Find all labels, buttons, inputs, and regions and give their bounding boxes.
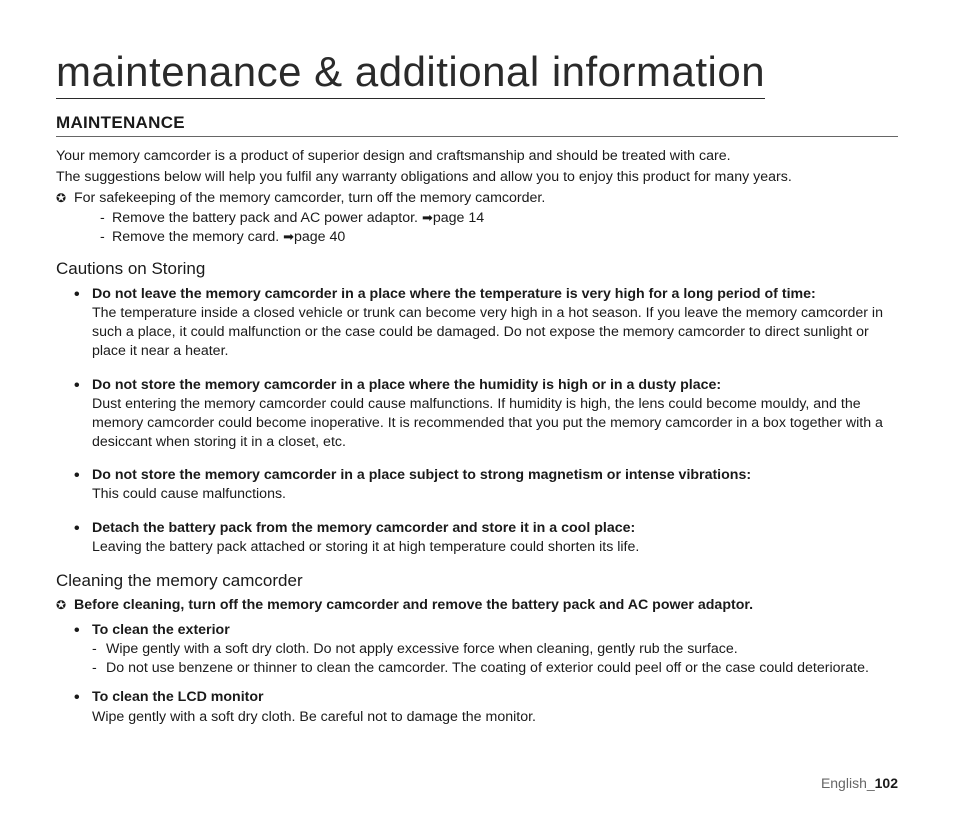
caution-title: Do not store the memory camcorder in a p… [92, 377, 721, 393]
clean-item-body: Wipe gently with a soft dry cloth. Be ca… [92, 709, 536, 725]
page-title: maintenance & additional information [56, 48, 765, 99]
clean-item: To clean the LCD monitor Wipe gently wit… [74, 688, 898, 726]
caution-body: Dust entering the memory camcorder could… [92, 396, 883, 450]
clean-list: To clean the exterior Wipe gently with a… [56, 621, 898, 727]
clean-item: To clean the exterior Wipe gently with a… [74, 621, 898, 679]
dash-text: Remove the memory card. [112, 229, 283, 245]
caution-body: This could cause malfunctions. [92, 486, 286, 502]
caution-item: Do not store the memory camcorder in a p… [74, 376, 898, 453]
caution-item: Detach the battery pack from the memory … [74, 519, 898, 557]
page-ref: page 14 [433, 210, 484, 226]
caution-item: Do not store the memory camcorder in a p… [74, 466, 898, 504]
safekeep-text: For safekeeping of the memory camcorder,… [74, 190, 545, 206]
safekeep-note: For safekeeping of the memory camcorder,… [56, 189, 898, 208]
clean-dash: Do not use benzene or thinner to clean t… [92, 659, 898, 678]
caution-item: Do not leave the memory camcorder in a p… [74, 285, 898, 362]
dash-item: Remove the battery pack and AC power ada… [100, 209, 898, 228]
clean-item-title: To clean the LCD monitor [92, 689, 264, 705]
cautions-heading: Cautions on Storing [56, 259, 898, 279]
intro-line-1: Your memory camcorder is a product of su… [56, 147, 898, 166]
footer-lang: English_ [821, 775, 875, 791]
clean-item-title: To clean the exterior [92, 622, 230, 638]
dash-item: Remove the memory card. ➡page 40 [100, 228, 898, 247]
page-ref: page 40 [294, 229, 345, 245]
arrow-icon: ➡ [283, 228, 294, 246]
intro-line-2: The suggestions below will help you fulf… [56, 168, 898, 187]
cleaning-heading: Cleaning the memory camcorder [56, 571, 898, 591]
caution-title: Do not store the memory camcorder in a p… [92, 467, 751, 483]
caution-title: Detach the battery pack from the memory … [92, 520, 635, 536]
cleaning-note: Before cleaning, turn off the memory cam… [56, 597, 898, 613]
caution-body: Leaving the battery pack attached or sto… [92, 539, 639, 555]
clean-dash: Wipe gently with a soft dry cloth. Do no… [92, 640, 898, 659]
safekeep-sublist: Remove the battery pack and AC power ada… [56, 209, 898, 247]
dash-text: Remove the battery pack and AC power ada… [112, 210, 422, 226]
section-heading: MAINTENANCE [56, 113, 898, 137]
footer-page-number: 102 [875, 775, 898, 791]
cautions-list: Do not leave the memory camcorder in a p… [56, 285, 898, 557]
cleaning-note-text: Before cleaning, turn off the memory cam… [74, 597, 753, 613]
caution-body: The temperature inside a closed vehicle … [92, 305, 883, 359]
caution-title: Do not leave the memory camcorder in a p… [92, 286, 816, 302]
arrow-icon: ➡ [422, 209, 433, 227]
page-footer: English_102 [821, 775, 898, 791]
